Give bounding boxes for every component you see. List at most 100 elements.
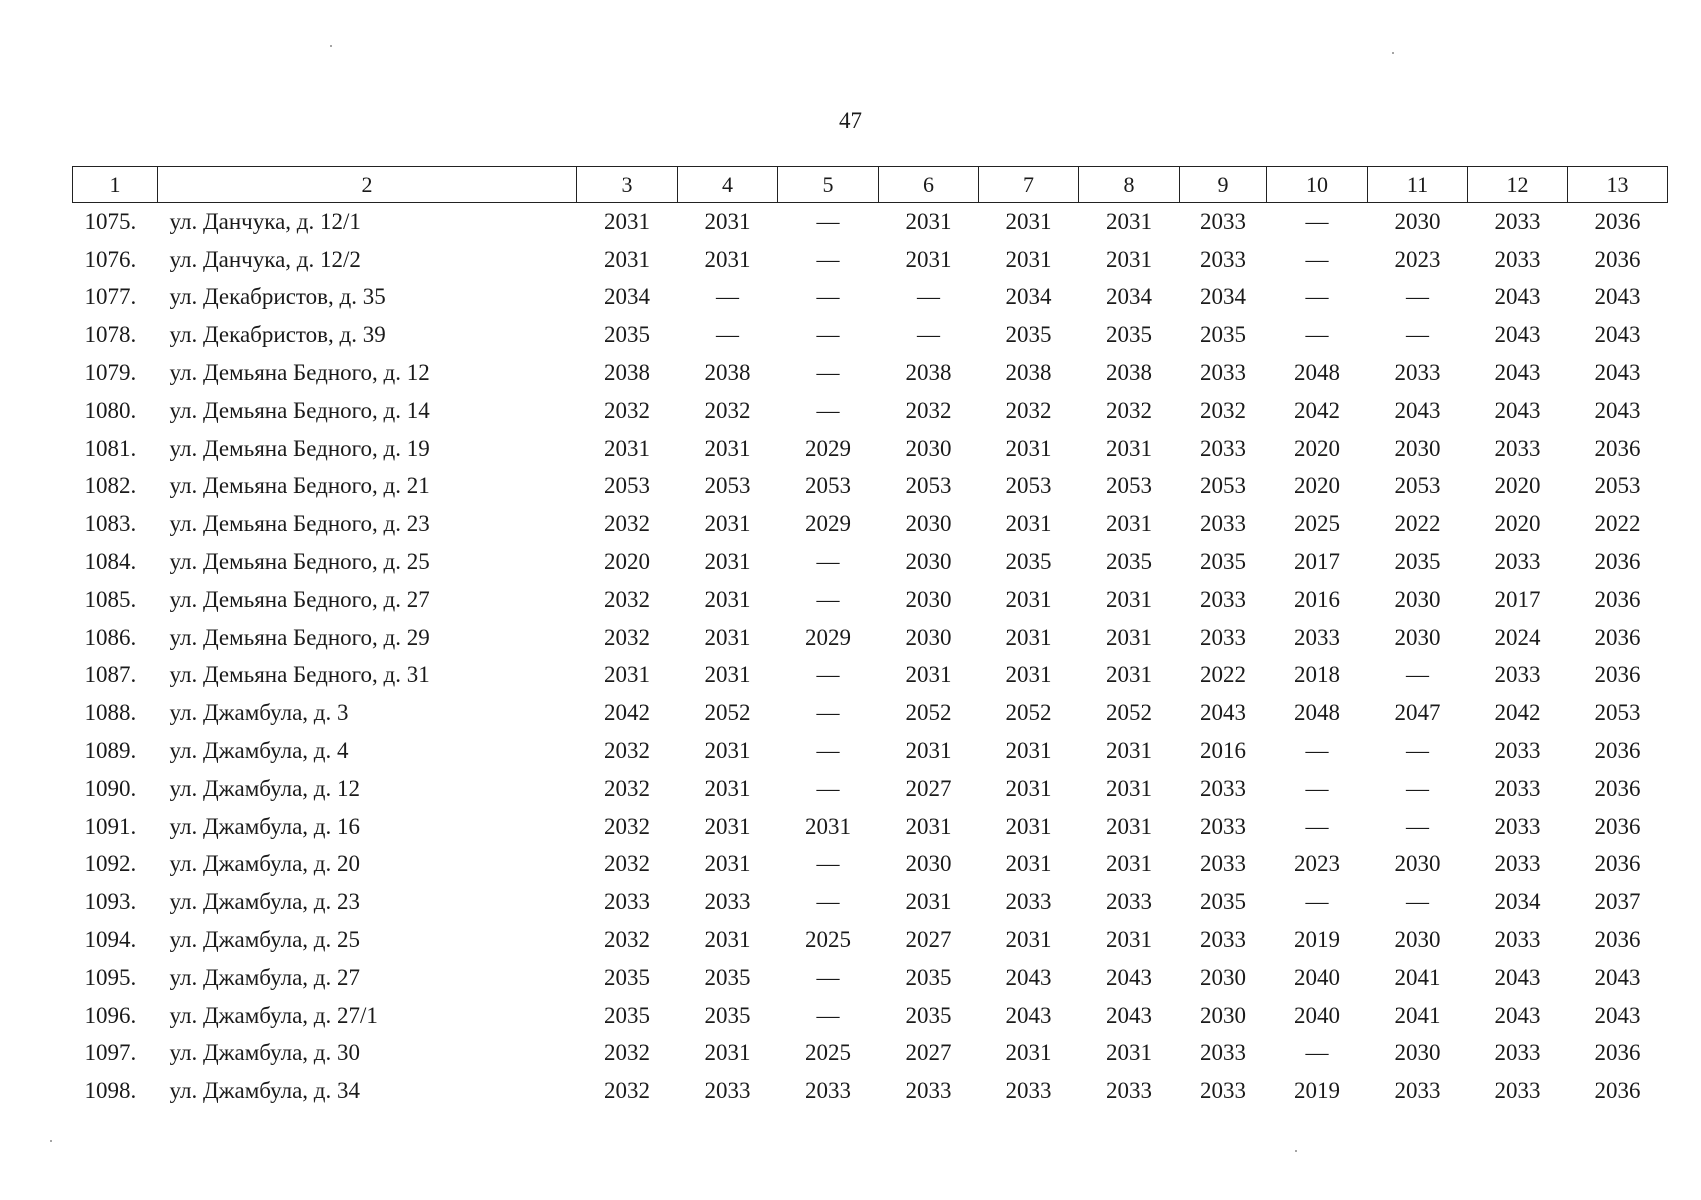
year-cell: 2027 xyxy=(905,927,952,953)
year-cell: 2031 xyxy=(1106,851,1152,877)
year-cell: 2032 xyxy=(905,397,952,423)
year-cell: 2043 xyxy=(1494,284,1541,310)
row-number: 1097. xyxy=(84,1040,137,1066)
row-number: 1098. xyxy=(84,1078,137,1104)
year-cell: 2031 xyxy=(1005,662,1052,688)
year-cell: 2052 xyxy=(704,700,751,726)
row-number: 1089. xyxy=(84,738,137,764)
table-row: 1089. ул. Джамбула, д. 4 2032 2031 — 2031 2031… xyxy=(73,732,1668,770)
year-cell: 2031 xyxy=(1005,927,1052,953)
address-cell: ул. Демьяна Бедного, д. 23 xyxy=(169,511,430,537)
address-cell: ул. Джамбула, д. 27/1 xyxy=(169,1002,378,1028)
year-cell: 2020 xyxy=(1494,511,1541,537)
year-cell: 2032 xyxy=(604,738,650,764)
year-cell: — xyxy=(816,1002,840,1028)
row-number: 1090. xyxy=(84,775,137,801)
table-row: 1083. ул. Демьяна Бедного, д. 23 2032 2031 2… xyxy=(73,505,1668,543)
year-cell: 2053 xyxy=(1594,700,1641,726)
year-cell: 2031 xyxy=(704,586,751,612)
scan-speck xyxy=(330,45,332,47)
year-cell: 2031 xyxy=(1106,511,1152,537)
year-cell: 2035 xyxy=(1200,549,1246,575)
year-cell: 2020 xyxy=(1294,435,1340,461)
year-cell: 2035 xyxy=(1106,549,1152,575)
year-cell: 2035 xyxy=(905,1002,952,1028)
year-cell: 2043 xyxy=(1494,360,1541,386)
table-row: 1082. ул. Демьяна Бедного, д. 21 2053 2053 2… xyxy=(73,468,1668,506)
year-cell: — xyxy=(816,775,840,801)
year-cell: 2036 xyxy=(1594,246,1641,272)
year-cell: — xyxy=(1406,284,1429,310)
year-cell: 2029 xyxy=(805,624,851,650)
row-number: 1087. xyxy=(84,662,137,688)
year-cell: 2033 xyxy=(1200,586,1246,612)
row-number: 1075. xyxy=(84,208,137,234)
address-cell: ул. Декабристов, д. 35 xyxy=(169,284,386,310)
schedule-table-container: 1 2 3 4 5 6 7 8 9 10 11 12 13 1075. ул. Данчука, д. 1… xyxy=(72,166,1668,1110)
address-cell: ул. Джамбула, д. 20 xyxy=(169,851,361,877)
year-cell: — xyxy=(1305,208,1329,234)
year-cell: — xyxy=(1406,775,1429,801)
address-cell: ул. Демьяна Бедного, д. 21 xyxy=(169,473,430,499)
year-cell: 2037 xyxy=(1594,889,1641,915)
table-row: 1080. ул. Демьяна Бедного, д. 14 2032 2032 —… xyxy=(73,392,1668,430)
year-cell: — xyxy=(816,360,840,386)
table-row: 1085. ул. Демьяна Бедного, д. 27 2032 2031 —… xyxy=(73,581,1668,619)
year-cell: 2030 xyxy=(1394,435,1441,461)
year-cell: — xyxy=(1406,322,1429,348)
year-cell: 2031 xyxy=(1005,738,1052,764)
year-cell: 2033 xyxy=(1494,775,1541,801)
year-cell: 2053 xyxy=(1005,473,1052,499)
year-cell: — xyxy=(1406,889,1429,915)
year-cell: 2031 xyxy=(1106,738,1152,764)
row-number: 1085. xyxy=(84,586,137,612)
address-cell: ул. Джамбула, д. 3 xyxy=(169,700,349,726)
year-cell: 2031 xyxy=(704,208,751,234)
year-cell: 2035 xyxy=(1005,322,1052,348)
year-cell: 2030 xyxy=(905,549,952,575)
address-cell: ул. Демьяна Бедного, д. 29 xyxy=(169,624,430,650)
year-cell: — xyxy=(816,208,840,234)
year-cell: 2034 xyxy=(1106,284,1152,310)
year-cell: 2032 xyxy=(604,1078,650,1104)
column-header-12: 12 xyxy=(1467,166,1568,203)
year-cell: 2035 xyxy=(604,964,650,990)
year-cell: 2031 xyxy=(1106,662,1152,688)
year-cell: 2032 xyxy=(604,397,650,423)
year-cell: 2033 xyxy=(1106,889,1152,915)
scan-speck xyxy=(50,1140,52,1142)
year-cell: 2020 xyxy=(1294,473,1340,499)
address-cell: ул. Декабристов, д. 39 xyxy=(169,322,386,348)
year-cell: 2031 xyxy=(704,662,751,688)
year-cell: 2043 xyxy=(1394,397,1441,423)
year-cell: 2038 xyxy=(1005,360,1052,386)
year-cell: 2035 xyxy=(704,1002,751,1028)
year-cell: 2038 xyxy=(905,360,952,386)
year-cell: 2033 xyxy=(1200,360,1246,386)
year-cell: 2031 xyxy=(704,624,751,650)
year-cell: 2027 xyxy=(905,775,952,801)
year-cell: 2033 xyxy=(1200,511,1246,537)
address-cell: ул. Джамбула, д. 23 xyxy=(169,889,361,915)
scan-speck xyxy=(1295,1150,1297,1152)
column-header-9: 9 xyxy=(1179,166,1267,203)
table-row: 1086. ул. Демьяна Бедного, д. 29 2032 2031 2… xyxy=(73,619,1668,657)
year-cell: 2033 xyxy=(1005,1078,1052,1104)
row-number: 1084. xyxy=(84,549,137,575)
year-cell: 2033 xyxy=(1494,1078,1541,1104)
table-row: 1096. ул. Джамбула, д. 27/1 2035 2035 — 2035 2… xyxy=(73,997,1668,1035)
year-cell: 2031 xyxy=(704,738,751,764)
year-cell: — xyxy=(816,662,840,688)
year-cell: 2030 xyxy=(1200,964,1246,990)
year-cell: 2032 xyxy=(604,586,650,612)
address-cell: ул. Джамбула, д. 27 xyxy=(169,964,361,990)
year-cell: 2034 xyxy=(1005,284,1052,310)
table-row: 1095. ул. Джамбула, д. 27 2035 2035 — 2035 204… xyxy=(73,959,1668,997)
year-cell: 2031 xyxy=(604,662,650,688)
year-cell: 2052 xyxy=(1005,700,1052,726)
year-cell: 2033 xyxy=(1494,927,1541,953)
year-cell: 2036 xyxy=(1594,775,1641,801)
year-cell: 2031 xyxy=(1106,927,1152,953)
schedule-table: 1 2 3 4 5 6 7 8 9 10 11 12 13 1075. ул. Данчука, д. 1… xyxy=(72,166,1668,1110)
address-cell: ул. Джамбула, д. 30 xyxy=(169,1040,361,1066)
